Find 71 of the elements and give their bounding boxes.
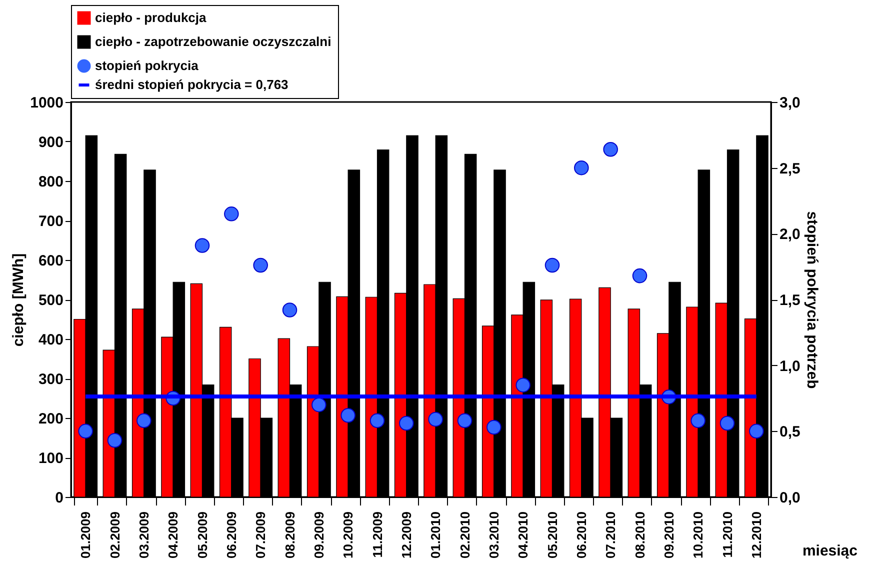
y-tick-label: 100 — [38, 450, 64, 467]
point — [486, 420, 502, 435]
x-tick-label: 09.2009 — [311, 512, 326, 558]
y-tick-label: 300 — [38, 371, 64, 388]
point — [78, 424, 93, 439]
x-tick-label: 02.2010 — [457, 512, 472, 558]
x-tick-label: 08.2010 — [632, 512, 648, 558]
x-tick-label: 06.2010 — [574, 512, 589, 558]
x-tick-label: 04.2009 — [166, 512, 181, 558]
point — [603, 142, 618, 157]
y2-tick-label: 2,0 — [780, 226, 800, 244]
y-tick-label: 0 — [55, 490, 64, 506]
point — [720, 416, 735, 431]
x-tick-label: 06.2009 — [224, 512, 239, 558]
point — [107, 433, 122, 448]
point — [340, 408, 356, 423]
legend-label: średni stopień pokrycia = 0,763 — [95, 77, 288, 92]
y2-tick-label: 1,5 — [780, 292, 800, 309]
x-tick-label: 01.2010 — [428, 512, 444, 558]
x-tick-label: 10.2010 — [690, 512, 706, 558]
y-tick-label: 700 — [38, 213, 64, 230]
x-tick-label: 03.2010 — [486, 512, 502, 558]
x-axis-title: miesiąc — [802, 542, 858, 560]
x-tick-label: 01.2009 — [78, 512, 94, 558]
legend-label: ciepło - zapotrzebowanie oczyszczalni — [95, 34, 332, 49]
legend-label: ciepło - produkcja — [95, 10, 208, 25]
point — [516, 378, 530, 392]
point — [194, 238, 210, 253]
point — [253, 258, 268, 273]
x-tick-label: 08.2009 — [282, 512, 298, 558]
y-tick-label: 400 — [38, 332, 64, 348]
point — [428, 412, 443, 427]
point — [136, 413, 152, 428]
point — [749, 424, 764, 439]
y-tick-label: 1000 — [30, 94, 64, 112]
x-tick-label: 10.2009 — [340, 512, 356, 558]
x-tick-label: 05.2010 — [544, 512, 560, 558]
point — [544, 258, 560, 273]
y-axis-title: ciepło [MWh] — [10, 253, 28, 347]
x-tick-label: 07.2010 — [603, 512, 618, 558]
y-tick-label: 900 — [38, 134, 64, 151]
point — [574, 160, 589, 176]
x-tick-label: 09.2010 — [661, 512, 676, 558]
point — [370, 413, 385, 428]
legend-label: stopień pokrycia — [95, 58, 200, 73]
x-tick-label: 11.2009 — [370, 512, 385, 558]
point — [690, 413, 706, 428]
y-tick-label: 600 — [38, 252, 64, 270]
y2-tick-label: 1,0 — [780, 358, 800, 375]
y2-axis-title: stopień pokrycia potrzeb — [803, 211, 820, 389]
point — [224, 206, 239, 222]
point — [282, 302, 298, 318]
x-tick-label: 11.2010 — [720, 512, 735, 558]
y2-tick-label: 0,5 — [780, 424, 800, 441]
y2-tick-label: 0,0 — [780, 490, 800, 506]
point — [457, 413, 472, 428]
x-tick-label: 03.2009 — [136, 512, 152, 558]
x-tick-label: 12.2010 — [748, 512, 764, 558]
y2-tick-label: 3,0 — [780, 94, 800, 112]
point — [632, 268, 648, 284]
x-tick-label: 05.2009 — [194, 512, 210, 558]
x-tick-label: 04.2010 — [516, 512, 531, 558]
x-tick-label: 12.2009 — [398, 512, 414, 558]
point — [312, 397, 326, 412]
x-tick-label: 02.2009 — [107, 512, 122, 558]
x-tick-label: 07.2009 — [253, 512, 268, 558]
point — [399, 416, 414, 431]
y-tick-label: 500 — [38, 292, 64, 309]
y2-tick-label: 2,5 — [780, 160, 800, 178]
y-tick-label: 800 — [38, 174, 64, 190]
y-tick-label: 200 — [38, 410, 64, 428]
